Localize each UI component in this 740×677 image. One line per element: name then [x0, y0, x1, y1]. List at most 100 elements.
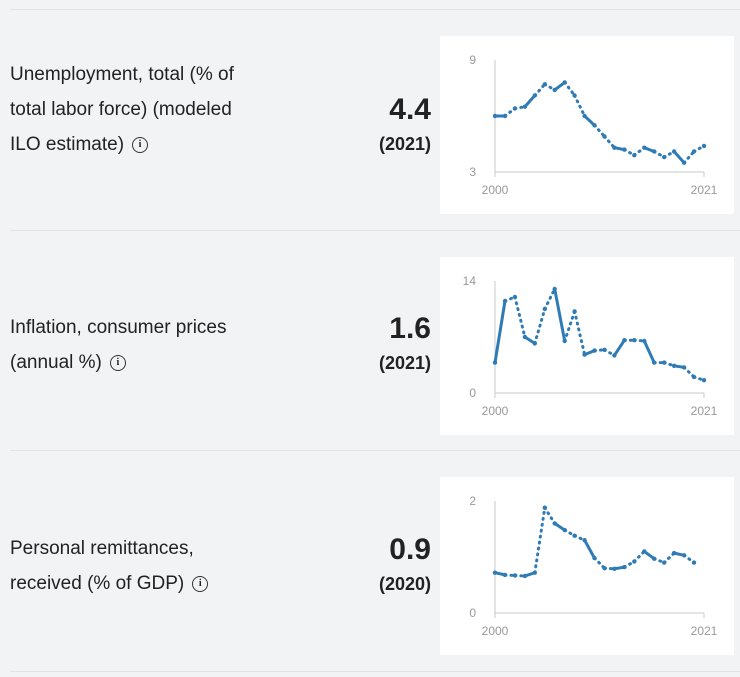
- data-point: [542, 505, 547, 510]
- indicator-value-block: 1.6 (2021): [379, 309, 431, 377]
- data-point: [671, 149, 677, 154]
- series-segment: [553, 287, 567, 343]
- data-point: [602, 134, 607, 139]
- indicator-row: Personal remittances, received (% of GDP…: [10, 450, 740, 671]
- x-tick-label: 2000: [482, 183, 509, 197]
- series-segment: [682, 150, 696, 165]
- data-point: [602, 347, 607, 352]
- indicator-label-text: Personal remittances, received (% of GDP…: [10, 538, 194, 594]
- indicator-label: Unemployment, total (% of total labor fo…: [10, 57, 260, 162]
- series-segment: [632, 549, 646, 563]
- x-tick-label: 2000: [482, 404, 509, 418]
- series-segment: [523, 94, 537, 109]
- data-point: [671, 550, 677, 556]
- series-segment: [563, 309, 577, 343]
- data-point: [502, 298, 508, 304]
- data-point: [582, 113, 587, 119]
- x-tick-label: 2021: [691, 183, 718, 197]
- data-point: [552, 87, 557, 93]
- series-segment: [543, 287, 557, 311]
- data-point: [642, 338, 647, 344]
- series-segment: [573, 309, 587, 357]
- info-icon[interactable]: i: [109, 354, 126, 371]
- indicator-value-block: 0.9 (2020): [379, 530, 431, 598]
- data-point: [562, 527, 567, 533]
- data-point: [642, 145, 647, 150]
- data-point: [522, 573, 528, 579]
- data-point: [662, 560, 667, 565]
- data-point: [652, 360, 657, 365]
- data-point: [592, 348, 597, 353]
- data-point: [582, 538, 587, 543]
- data-point: [612, 566, 617, 571]
- series-segment: [662, 551, 676, 565]
- indicator-label: Personal remittances, received (% of GDP…: [10, 531, 260, 601]
- data-point: [572, 93, 577, 98]
- info-icon[interactable]: i: [132, 136, 149, 153]
- indicator-value: 1.6: [389, 312, 431, 345]
- data-point: [572, 309, 577, 314]
- data-point: [602, 566, 607, 571]
- data-point: [582, 352, 587, 357]
- data-point: [622, 564, 627, 570]
- indicator-year: (2021): [378, 134, 431, 154]
- data-point: [532, 93, 537, 98]
- data-point: [592, 123, 597, 128]
- data-point: [592, 555, 597, 561]
- indicator-year: (2020): [378, 574, 431, 594]
- indicator-row: Unemployment, total (% of total labor fo…: [10, 9, 740, 230]
- data-point: [502, 572, 508, 578]
- data-point: [691, 560, 697, 565]
- x-tick-label: 2021: [691, 624, 718, 638]
- series-segment: [612, 338, 626, 357]
- y-tick-label: 14: [463, 274, 477, 288]
- series-segment: [642, 339, 656, 365]
- indicator-label-text: Inflation, consumer prices (annual %): [10, 317, 227, 373]
- series-segment: [672, 150, 686, 165]
- data-point: [701, 143, 707, 149]
- divider: [10, 671, 740, 672]
- y-tick-label: 9: [469, 53, 476, 67]
- series-segment: [682, 365, 696, 379]
- data-point: [622, 338, 627, 343]
- series-segment: [533, 307, 547, 345]
- data-point: [552, 286, 557, 292]
- data-point: [492, 113, 498, 119]
- data-point: [642, 549, 647, 554]
- data-point: [632, 338, 637, 343]
- series-segment: [513, 295, 527, 339]
- indicator-row: Inflation, consumer prices (annual %) i 1…: [10, 230, 740, 451]
- sparkline-chart[interactable]: 2 0 2000 2021: [440, 477, 734, 655]
- sparkline-chart[interactable]: 9 3 2000 2021: [440, 36, 734, 214]
- data-point: [662, 154, 667, 160]
- data-point: [542, 82, 547, 87]
- data-point: [512, 294, 518, 300]
- data-point: [612, 353, 617, 358]
- data-point: [622, 147, 627, 152]
- series-segment: [563, 80, 577, 97]
- series-segment: [583, 538, 596, 560]
- series-segment: [493, 299, 507, 365]
- info-icon[interactable]: i: [192, 575, 209, 592]
- data-point: [492, 570, 498, 575]
- series-segment: [593, 556, 606, 570]
- data-point: [681, 365, 687, 370]
- series-segment: [583, 114, 596, 127]
- data-point: [681, 160, 687, 165]
- data-point: [652, 556, 657, 561]
- series-segment: [543, 506, 557, 525]
- data-point: [532, 570, 537, 575]
- indicator-value: 0.9: [389, 533, 431, 566]
- sparkline-chart[interactable]: 14 0 2000 2021: [440, 257, 734, 435]
- y-tick-label: 0: [469, 606, 476, 620]
- series-segment: [573, 94, 587, 118]
- indicator-value-block: 4.4 (2021): [379, 90, 431, 158]
- data-point: [572, 533, 577, 538]
- data-point: [562, 80, 567, 85]
- data-point: [671, 363, 677, 368]
- data-point: [701, 378, 707, 383]
- indicator-value: 4.4: [389, 93, 431, 126]
- data-point: [492, 360, 498, 365]
- series-segment: [603, 135, 616, 150]
- data-point: [522, 104, 528, 109]
